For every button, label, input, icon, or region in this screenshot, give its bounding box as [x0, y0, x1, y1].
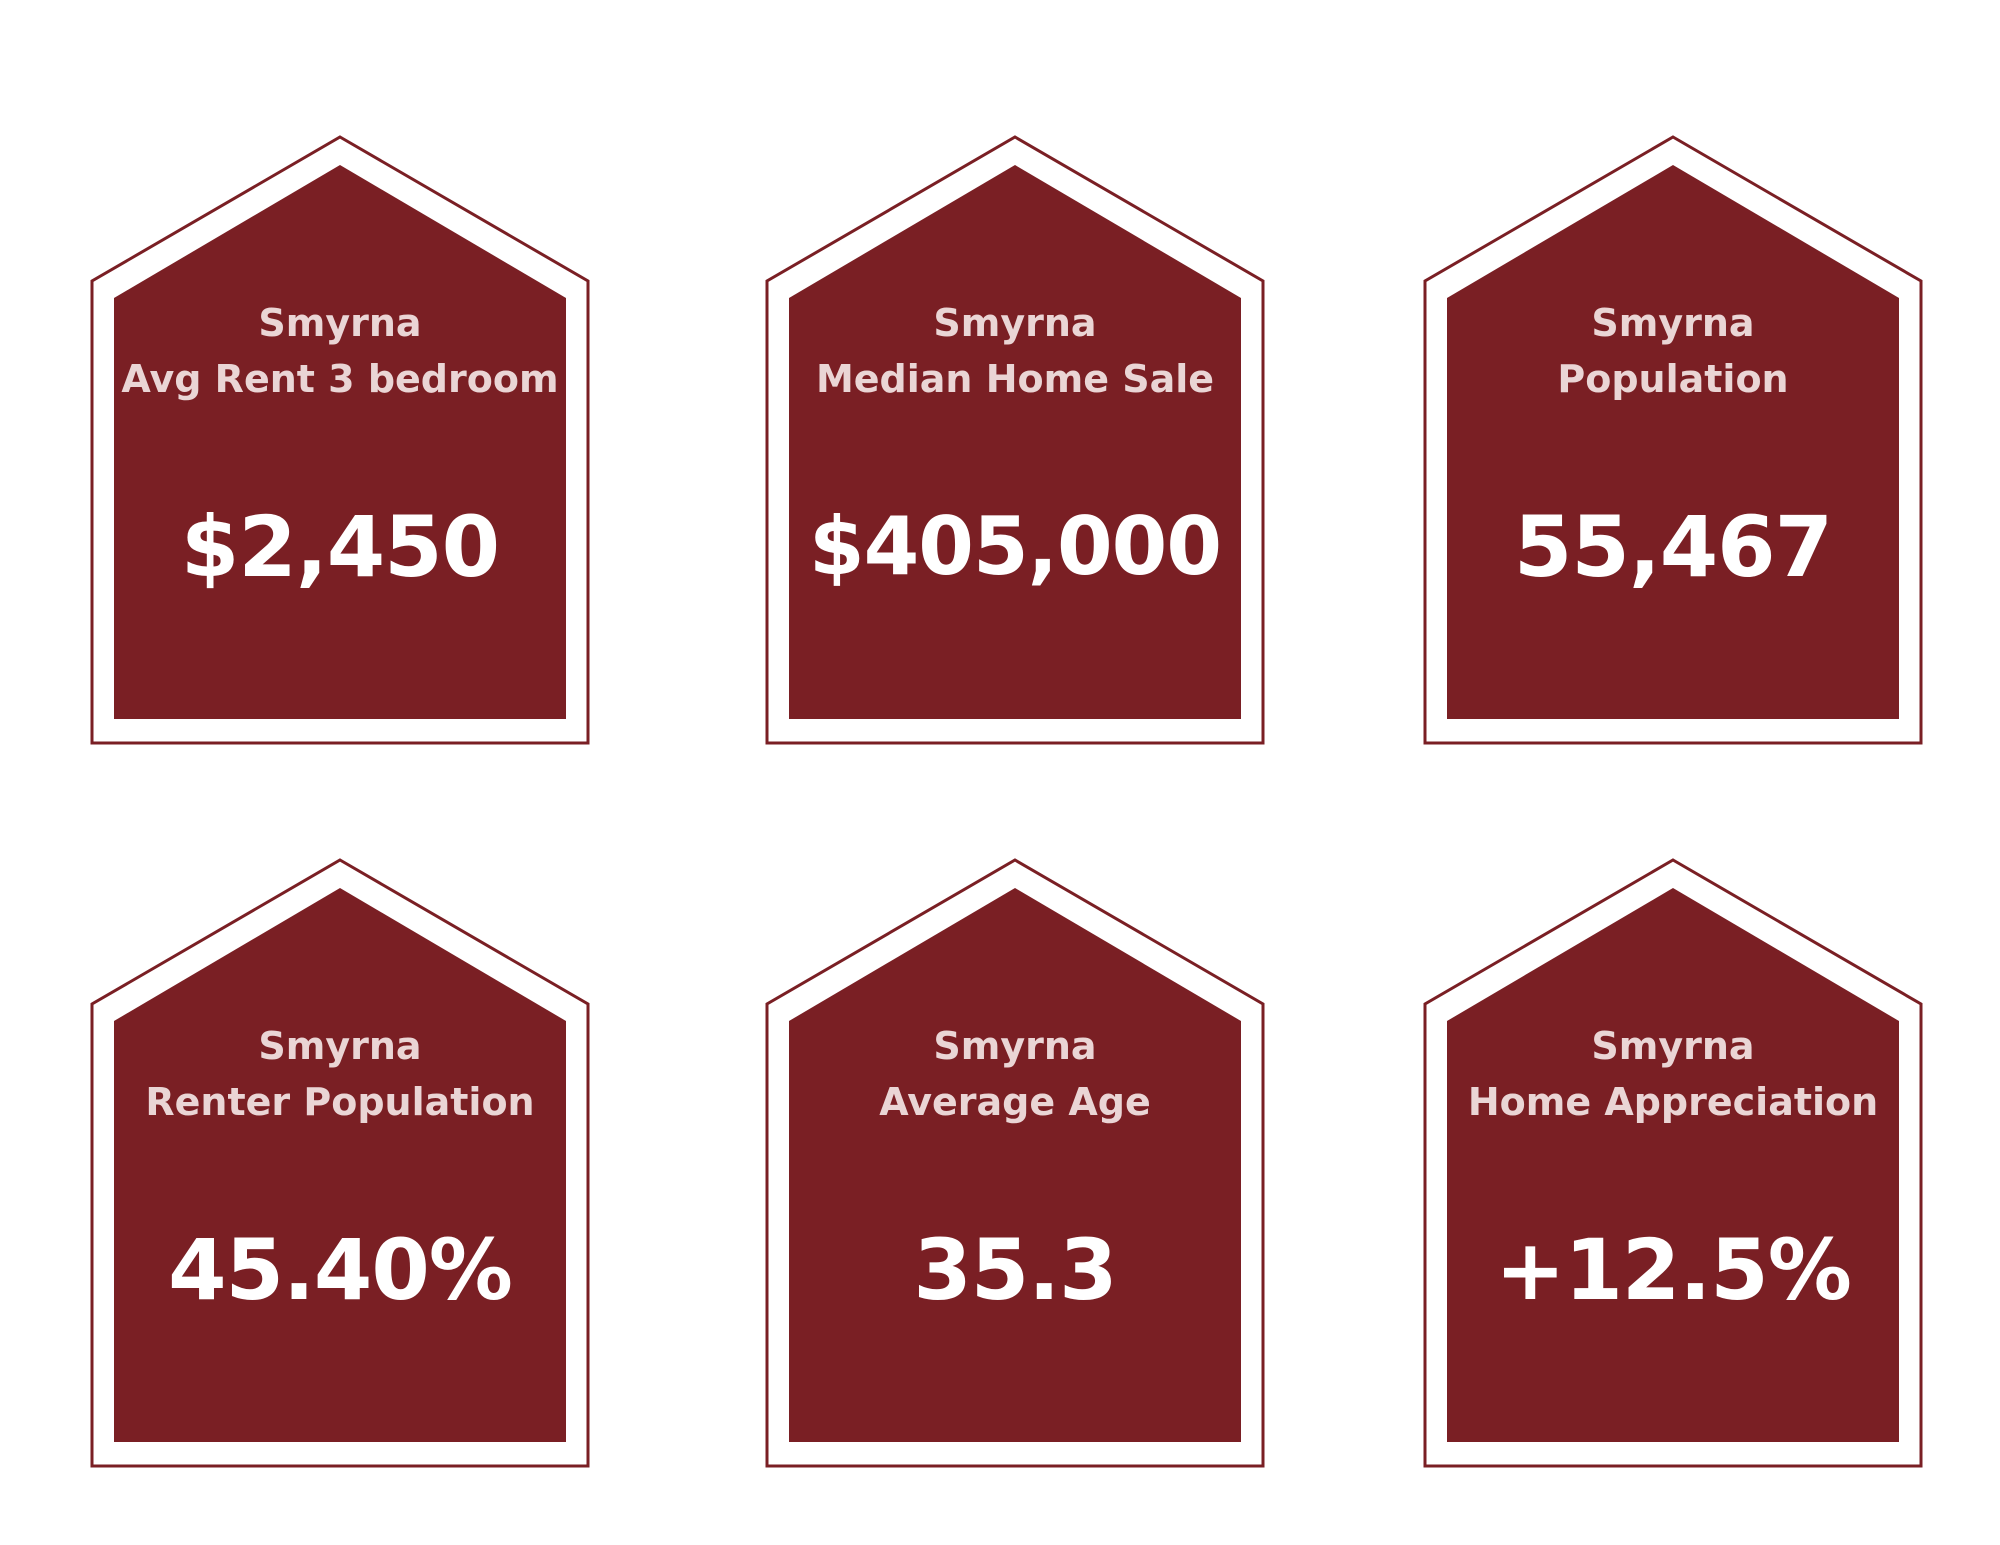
house-shape-icon [1423, 135, 1923, 745]
stat-metric: Renter Population [145, 1080, 535, 1124]
stat-label: Smyrna Median Home Sale [787, 295, 1243, 407]
stat-value: 55,467 [1513, 498, 1833, 596]
stat-city: Smyrna [1591, 1024, 1755, 1068]
stat-city: Smyrna [258, 301, 422, 345]
stat-card-home-appreciation: Smyrna Home Appreciation +12.5% [1423, 858, 1923, 1468]
stat-card-population: Smyrna Population 55,467 [1423, 135, 1923, 745]
stat-metric: Population [1557, 357, 1789, 401]
stat-label: Smyrna Average Age [787, 1018, 1243, 1130]
stat-value: $405,000 [808, 500, 1222, 593]
stat-metric: Home Appreciation [1467, 1080, 1879, 1124]
stat-label: Smyrna Renter Population [112, 1018, 568, 1130]
stat-card-median-home-sale: Smyrna Median Home Sale $405,000 [765, 135, 1265, 745]
stat-city: Smyrna [933, 301, 1097, 345]
stat-city: Smyrna [933, 1024, 1097, 1068]
stat-metric: Avg Rent 3 bedroom [121, 357, 559, 401]
stat-label: Smyrna Home Appreciation [1445, 1018, 1901, 1130]
stat-value: 35.3 [913, 1221, 1117, 1319]
house-shape-icon [90, 858, 590, 1468]
stat-label: Smyrna Population [1445, 295, 1901, 407]
stat-metric: Median Home Sale [815, 357, 1215, 401]
house-shape-icon [765, 858, 1265, 1468]
stat-label: Smyrna Avg Rent 3 bedroom [112, 295, 568, 407]
stat-card-renter-population: Smyrna Renter Population 45.40% [90, 858, 590, 1468]
stat-city: Smyrna [1591, 301, 1755, 345]
stat-card-avg-rent: Smyrna Avg Rent 3 bedroom $2,450 [90, 135, 590, 745]
stat-value: 45.40% [168, 1221, 513, 1319]
stat-city: Smyrna [258, 1024, 422, 1068]
stat-card-average-age: Smyrna Average Age 35.3 [765, 858, 1265, 1468]
house-shape-icon [765, 135, 1265, 745]
stat-value: $2,450 [180, 498, 500, 596]
house-shape-icon [1423, 858, 1923, 1468]
house-shape-icon [90, 135, 590, 745]
stat-metric: Average Age [879, 1080, 1151, 1124]
stat-value: +12.5% [1495, 1221, 1852, 1319]
